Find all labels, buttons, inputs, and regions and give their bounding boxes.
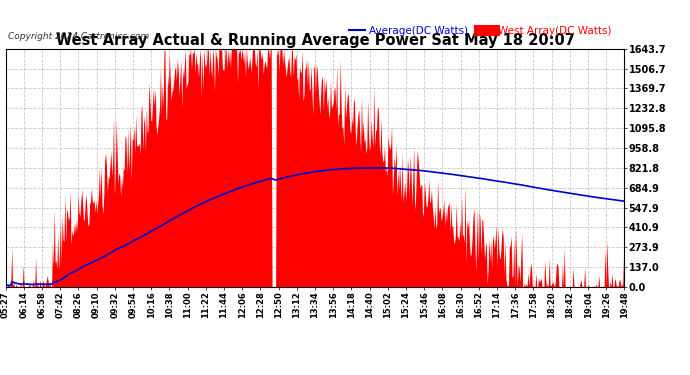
Title: West Array Actual & Running Average Power Sat May 18 20:07: West Array Actual & Running Average Powe…: [56, 33, 574, 48]
Text: Copyright 2024 Cartronics.com: Copyright 2024 Cartronics.com: [8, 32, 150, 41]
Legend: Average(DC Watts), West Array(DC Watts): Average(DC Watts), West Array(DC Watts): [345, 22, 616, 40]
